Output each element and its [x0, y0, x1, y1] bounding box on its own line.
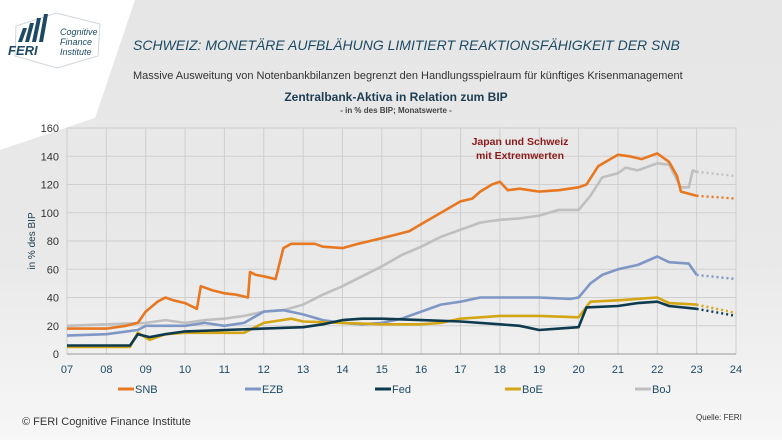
y-tick-label: 160 [41, 123, 59, 135]
y-tick-label: 20 [47, 321, 59, 333]
legend-item-boj: BoJ [635, 384, 671, 396]
chart-subtitle: - in % des BIP; Monatswerte - [340, 106, 452, 115]
x-tick-label: 19 [533, 364, 545, 376]
x-tick-label: 24 [730, 364, 742, 376]
y-tick-label: 80 [47, 236, 59, 248]
annotation-text: mit Extremwerten [476, 150, 564, 162]
svg-text:Institute: Institute [60, 47, 92, 57]
y-tick-label: 100 [41, 208, 59, 220]
series-projection-boe [696, 303, 737, 315]
svg-text:Finance: Finance [60, 37, 92, 47]
series-line-fed [67, 300, 697, 347]
x-tick-label: 08 [100, 364, 112, 376]
legend-item-fed: Fed [375, 384, 411, 396]
series-line-snb [67, 152, 697, 330]
svg-text:Cognitive: Cognitive [60, 27, 98, 37]
x-tick-label: 10 [179, 364, 191, 376]
x-tick-label: 07 [61, 364, 73, 376]
x-tick-label: 23 [691, 364, 703, 376]
x-tick-label: 16 [415, 364, 427, 376]
x-tick-label: 18 [494, 364, 506, 376]
copyright: © FERI Cognitive Finance Institute [22, 416, 191, 428]
x-tick-label: 13 [297, 364, 309, 376]
source-note: Quelle: FERI [696, 413, 742, 422]
series-line-ezb [66, 255, 698, 337]
legend-label: BoJ [652, 384, 671, 396]
legend-label: SNB [135, 384, 158, 396]
y-tick-label: 0 [53, 349, 59, 361]
annotation-text: Japan und Schweiz [472, 136, 569, 148]
series-projection-snb [696, 194, 737, 200]
legend-item-boe: BoE [505, 384, 543, 396]
x-tick-label: 21 [612, 364, 624, 376]
page-subtitle: Massive Ausweitung von Notenbankbilanzen… [133, 70, 683, 82]
x-tick-label: 17 [454, 364, 466, 376]
x-tick-label: 11 [219, 364, 230, 376]
y-axis-label: in % des BIP [27, 212, 38, 270]
feri-logo: FERI Cognitive Finance Institute [8, 12, 101, 69]
y-tick-label: 60 [47, 264, 59, 276]
legend-label: Fed [392, 384, 411, 396]
series-projection-ezb [696, 273, 737, 281]
x-tick-label: 12 [258, 364, 270, 376]
legend-item-snb: SNB [118, 384, 158, 396]
x-tick-label: 15 [376, 364, 388, 376]
x-tick-label: 14 [336, 364, 348, 376]
series-line-boj [66, 162, 698, 328]
x-tick-label: 22 [651, 364, 663, 376]
svg-text:FERI: FERI [8, 43, 38, 58]
y-tick-label: 140 [41, 151, 59, 163]
x-tick-label: 09 [140, 364, 152, 376]
series-projection-boj [696, 170, 737, 178]
chart-title: Zentralbank-Aktiva in Relation zum BIP [284, 90, 508, 104]
legend-item-ezb: EZB [245, 384, 283, 396]
series-projection-fed [696, 307, 737, 318]
legend-label: EZB [262, 384, 283, 396]
y-tick-label: 120 [41, 180, 59, 192]
y-tick-label: 40 [47, 293, 59, 305]
x-tick-label: 20 [572, 364, 584, 376]
legend-label: BoE [522, 384, 543, 396]
page-title: SCHWEIZ: MONETÄRE AUFBLÄHUNG LIMITIERT R… [133, 37, 680, 53]
